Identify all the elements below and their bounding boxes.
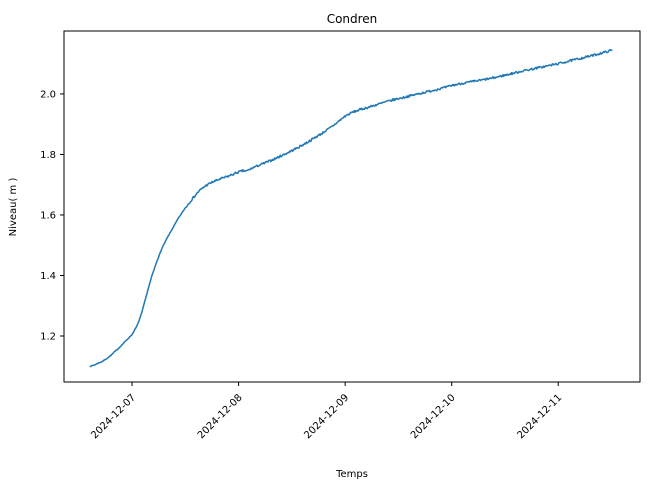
- x-tick-label: 2024-12-11: [515, 392, 564, 441]
- x-tick-label: 2024-12-10: [409, 392, 458, 441]
- plot-border: [63, 30, 641, 383]
- y-axis-label: Niveau( m ): [8, 178, 19, 237]
- y-tick-label: 1.6: [40, 210, 56, 221]
- y-tick-label: 1.8: [40, 150, 56, 161]
- y-tick-label: 1.4: [40, 271, 56, 282]
- x-tick-label: 2024-12-09: [302, 392, 351, 441]
- plot-area: 2024-12-07 2024-12-08 2024-12-09 2024-12-10…: [40, 30, 641, 441]
- x-axis-label: Temps: [335, 469, 368, 480]
- niveau-series-line: [89, 49, 613, 368]
- y-tick-label: 1.2: [40, 332, 56, 343]
- y-tick-label: 2.0: [40, 89, 56, 100]
- chart-title: Condren: [327, 12, 378, 26]
- x-tick-label: 2024-12-07: [89, 392, 138, 441]
- x-tick-label: 2024-12-08: [196, 392, 245, 441]
